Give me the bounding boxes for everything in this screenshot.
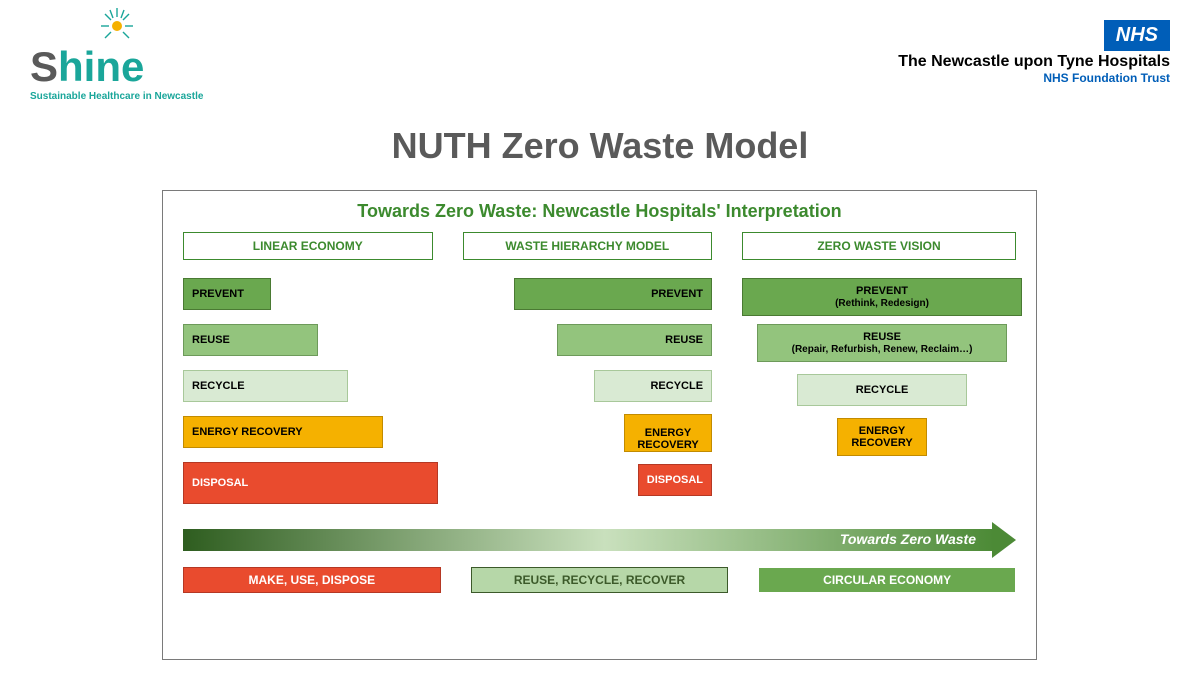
hierarchy-bar: RECYCLE (183, 370, 348, 402)
stack-linear: PREVENTREUSERECYCLEENERGY RECOVERYDISPOS… (183, 278, 433, 513)
hierarchy-bar: PREVENT (183, 278, 271, 310)
hierarchy-bar: ENERGY RECOVERY (183, 416, 383, 448)
arrow-label: Towards Zero Waste (840, 531, 976, 547)
page-title: NUTH Zero Waste Model (0, 125, 1200, 167)
col-header-linear: LINEAR ECONOMY (183, 232, 433, 260)
shine-logo: Shine Sustainable Healthcare in Newcastl… (30, 8, 203, 102)
hierarchy-bar: RECYCLE (594, 370, 712, 402)
hierarchy-bar: PREVENT (514, 278, 712, 310)
nhs-sub-name: NHS Foundation Trust (898, 71, 1170, 85)
panel-title: Towards Zero Waste: Newcastle Hospitals'… (183, 201, 1016, 222)
hierarchy-bar: ENERGYRECOVERY (624, 414, 712, 452)
hierarchy-bar: PREVENT(Rethink, Redesign) (742, 278, 1022, 316)
hierarchy-bar: RECYCLE (797, 374, 967, 406)
hierarchy-bar: REUSE (557, 324, 712, 356)
shine-wordmark: Shine (30, 43, 203, 91)
progress-arrow: Towards Zero Waste (183, 525, 1016, 555)
col-header-zero-waste: ZERO WASTE VISION (742, 232, 1016, 260)
diagram-panel: Towards Zero Waste: Newcastle Hospitals'… (162, 190, 1037, 660)
footer-hierarchy: REUSE, RECYCLE, RECOVER (471, 567, 729, 593)
hierarchy-bar: DISPOSAL (638, 464, 712, 496)
hierarchy-bar: REUSE (183, 324, 318, 356)
hierarchy-bar: REUSE(Repair, Refurbish, Renew, Reclaim…… (757, 324, 1007, 362)
nhs-logo: NHS (1104, 20, 1170, 51)
col-zero-waste: ZERO WASTE VISION PREVENT(Rethink, Redes… (742, 232, 1016, 513)
footer-row: MAKE, USE, DISPOSE REUSE, RECYCLE, RECOV… (183, 567, 1016, 593)
footer-linear: MAKE, USE, DISPOSE (183, 567, 441, 593)
footer-zero-waste: CIRCULAR ECONOMY (758, 567, 1016, 593)
hierarchy-bar: DISPOSAL (183, 462, 438, 504)
col-header-hierarchy: WASTE HIERARCHY MODEL (463, 232, 713, 260)
sun-icon (30, 8, 203, 43)
nhs-logo-block: NHS The Newcastle upon Tyne Hospitals NH… (898, 20, 1170, 85)
nhs-org-name: The Newcastle upon Tyne Hospitals (898, 53, 1170, 71)
stack-zero-waste: PREVENT(Rethink, Redesign)REUSE(Repair, … (742, 278, 1016, 513)
columns: LINEAR ECONOMY PREVENT REUSE RECYCLE ENERGY… (183, 232, 1016, 513)
arrow-head-icon (992, 522, 1016, 558)
col-hierarchy: WASTE HIERARCHY MODEL PREVENT REUSE RECYCL… (463, 232, 713, 513)
shine-tagline: Sustainable Healthcare in Newcastle (30, 91, 203, 102)
stack-hierarchy: PREVENT REUSE RECYCLE ENERGYRECOVERY DISPOSA… (463, 278, 713, 513)
hierarchy-bar: ENERGYRECOVERY (837, 418, 927, 456)
col-linear: LINEAR ECONOMY PREVENT REUSE RECYCLE ENERGY… (183, 232, 433, 513)
